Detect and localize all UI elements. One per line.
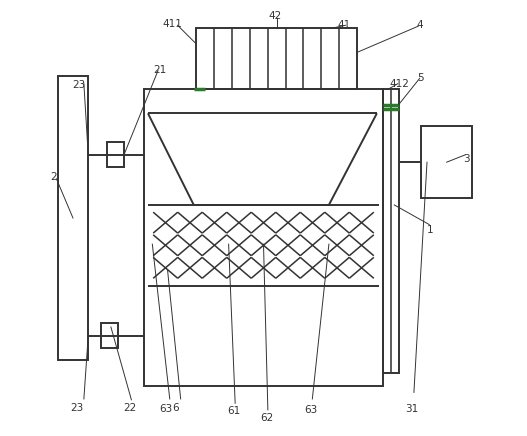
- Text: 5: 5: [417, 73, 424, 82]
- Text: 22: 22: [123, 403, 136, 413]
- Bar: [58, 76, 88, 360]
- Text: 3: 3: [463, 154, 470, 164]
- Text: 31: 31: [405, 404, 418, 414]
- Text: 2: 2: [50, 173, 57, 182]
- Bar: [196, 28, 357, 89]
- Bar: [143, 89, 384, 386]
- Text: 21: 21: [153, 65, 167, 75]
- Text: 63: 63: [304, 405, 317, 415]
- Text: 4: 4: [416, 20, 423, 30]
- Text: 42: 42: [269, 11, 282, 21]
- Text: 23: 23: [72, 80, 86, 90]
- Text: 61: 61: [227, 406, 240, 416]
- Bar: [108, 142, 124, 167]
- Bar: [384, 89, 398, 373]
- Bar: [421, 126, 472, 198]
- Text: 6: 6: [172, 403, 179, 413]
- Text: 41: 41: [337, 20, 351, 30]
- Text: 411: 411: [162, 20, 182, 29]
- Text: 63: 63: [160, 404, 173, 414]
- Text: 23: 23: [70, 403, 83, 413]
- Text: 1: 1: [427, 225, 433, 235]
- Text: 62: 62: [260, 413, 273, 422]
- Text: 412: 412: [389, 79, 409, 89]
- Bar: [101, 323, 118, 348]
